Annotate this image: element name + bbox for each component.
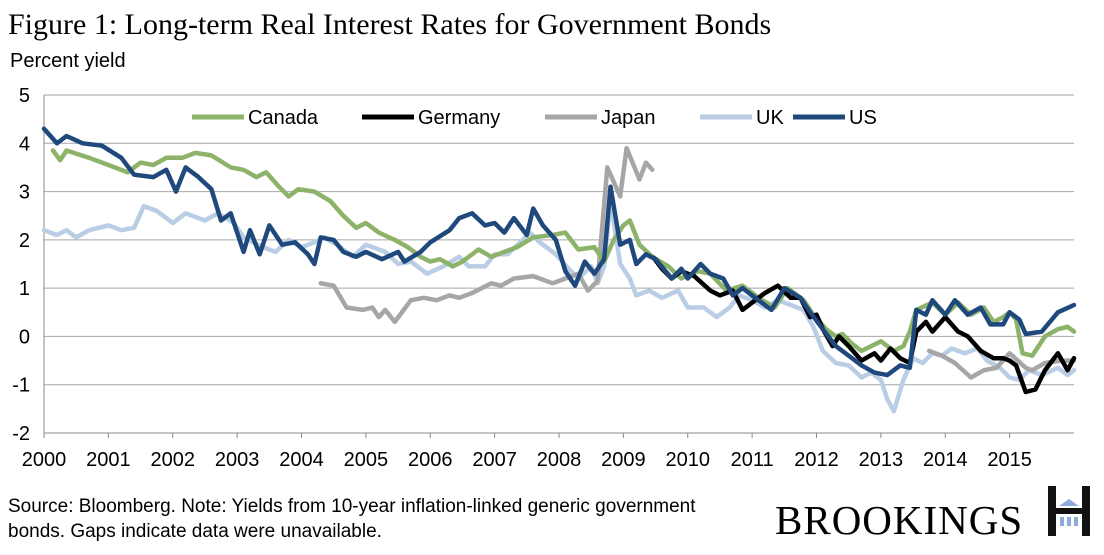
series-line-uk <box>41 198 1077 414</box>
y-tick-label: 2 <box>19 230 30 252</box>
x-tick-label: 2013 <box>859 449 904 471</box>
y-tick-label: 0 <box>19 326 30 348</box>
x-tick-label: 2001 <box>86 449 131 471</box>
x-tick-label: 2005 <box>344 449 389 471</box>
y-tick-label: 3 <box>19 182 30 204</box>
series-line-us <box>41 126 1077 378</box>
x-tick-label: 2003 <box>215 449 260 471</box>
x-tick-label: 2015 <box>987 449 1032 471</box>
legend-label-germany: Germany <box>418 107 500 129</box>
y-axis-label: Percent yield <box>10 50 126 72</box>
chart-title: Figure 1: Long-term Real Interest Rates … <box>8 8 772 41</box>
x-tick-label: 2012 <box>794 449 839 471</box>
x-tick-label: 2011 <box>731 449 774 471</box>
legend-label-us: US <box>849 107 877 129</box>
legend-label-canada: Canada <box>248 107 319 129</box>
y-tick-label: 4 <box>19 133 30 155</box>
brookings-logo-text: BROOKINGS <box>775 497 1024 543</box>
x-tick-label: 2009 <box>601 449 646 471</box>
x-tick-label: 2008 <box>537 449 582 471</box>
legend-label-uk: UK <box>756 107 784 129</box>
y-tick-label: -2 <box>12 423 30 445</box>
x-tick-label: 2004 <box>279 449 324 471</box>
brookings-logo-icon <box>1048 486 1090 536</box>
x-tick-label: 2010 <box>666 449 711 471</box>
source-note: Source: Bloomberg. Note: Yields from 10-… <box>8 496 696 542</box>
series-line-germany <box>651 255 1077 395</box>
y-tick-label: -1 <box>12 375 30 397</box>
y-tick-label: 1 <box>19 278 30 300</box>
x-tick-label: 2014 <box>923 449 968 471</box>
line-chart: 5 4 3 2 1 0 -1 -2 2000 2001 2002 2003 2004 2005 2006 20… <box>12 85 1077 471</box>
x-tick-label: 2000 <box>22 449 67 471</box>
x-tick-label: 2002 <box>151 449 196 471</box>
y-tick-label: 5 <box>19 85 30 107</box>
x-tick-label: 2007 <box>472 449 517 471</box>
x-tick-label: 2006 <box>408 449 453 471</box>
legend-label-japan: Japan <box>601 107 656 129</box>
